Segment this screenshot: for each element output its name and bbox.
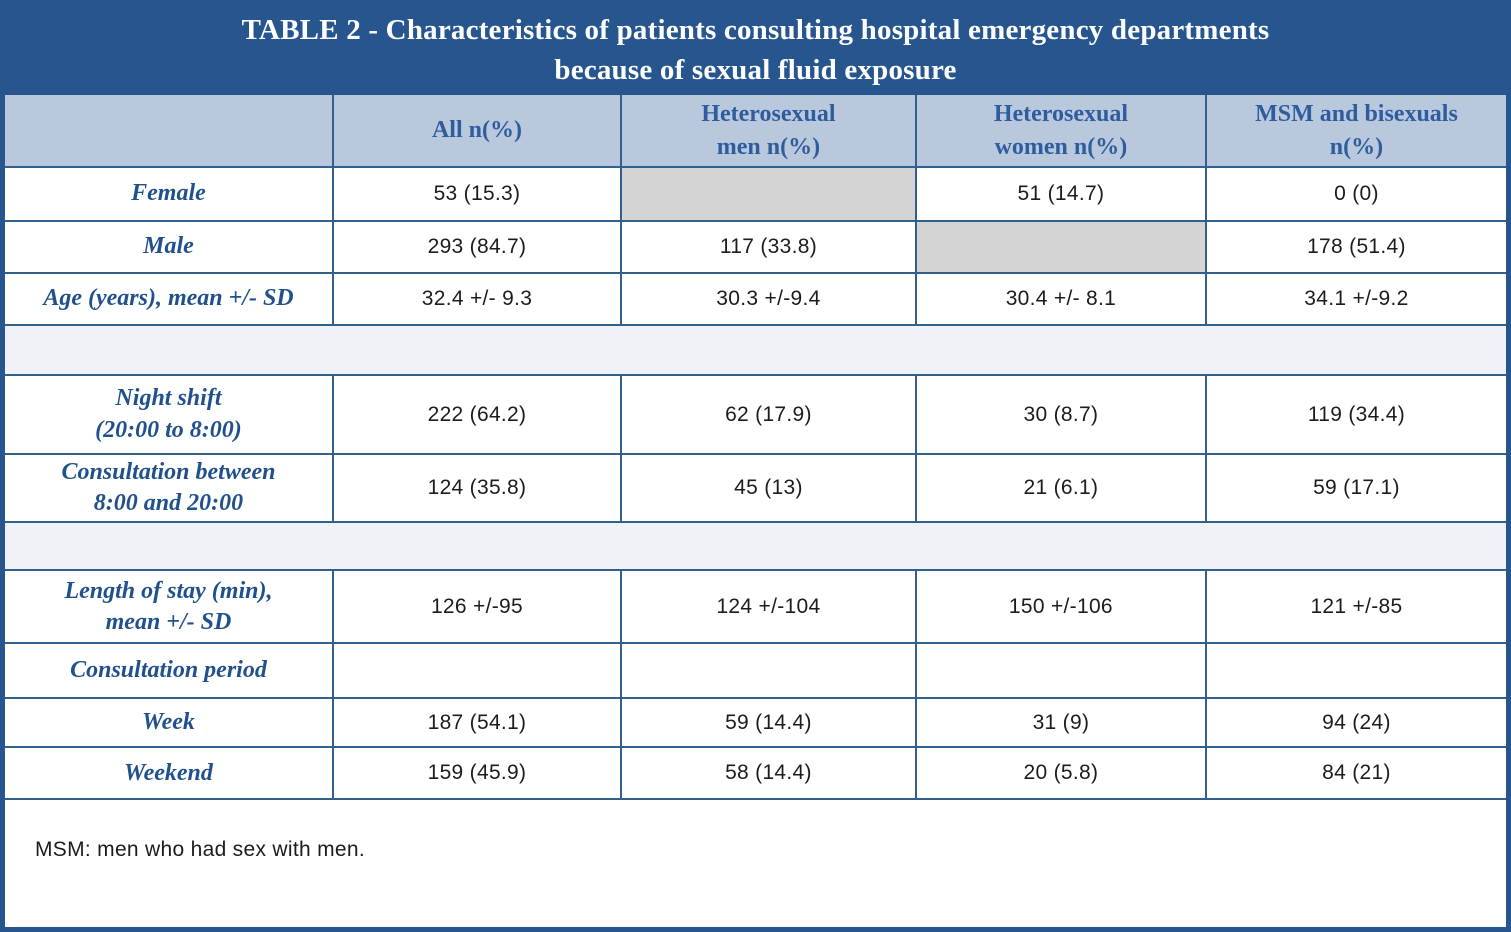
spacer-cell — [5, 324, 1506, 376]
column-header-empty — [5, 95, 334, 168]
row-label-consultation-period: Consultation period — [5, 642, 334, 700]
cell-value: 62 (17.9) — [619, 374, 917, 455]
spacer-row — [5, 324, 1506, 376]
footnote-text: MSM: men who had sex with men. — [35, 838, 365, 862]
cell-value: 30 (8.7) — [914, 374, 1207, 455]
row-label-age: Age (years), mean +/- SD — [5, 272, 334, 326]
cell-value: 187 (54.1) — [331, 697, 622, 749]
row-label-consultation-daytime: Consultation between 8:00 and 20:00 — [5, 452, 334, 524]
cell-value: 58 (14.4) — [619, 746, 917, 801]
table-row-female: Female 53 (15.3) 51 (14.7) 0 (0) — [5, 166, 1506, 222]
cell-value: 32.4 +/- 9.3 — [331, 272, 622, 326]
cell-value — [331, 642, 622, 700]
table-row-night-shift: Night shift (20:00 to 8:00) 222 (64.2) 6… — [5, 374, 1506, 455]
column-header-all: All n(%) — [331, 95, 622, 168]
table-row-age: Age (years), mean +/- SD 32.4 +/- 9.3 30… — [5, 272, 1506, 326]
cell-value: 84 (21) — [1204, 746, 1506, 801]
row-label-length-of-stay: Length of stay (min), mean +/- SD — [5, 569, 334, 645]
cell-value: 124 +/-104 — [619, 569, 917, 645]
table-row-male: Male 293 (84.7) 117 (33.8) 178 (51.4) — [5, 220, 1506, 274]
patients-characteristics-table: All n(%) Heterosexual men n(%) Heterosex… — [5, 95, 1506, 801]
cell-value: 222 (64.2) — [331, 374, 622, 455]
cell-value: 53 (15.3) — [331, 166, 622, 222]
table-row-weekend: Weekend 159 (45.9) 58 (14.4) 20 (5.8) 84… — [5, 746, 1506, 801]
row-label-night-shift: Night shift (20:00 to 8:00) — [5, 374, 334, 455]
cell-value: 119 (34.4) — [1204, 374, 1506, 455]
cell-value: 124 (35.8) — [331, 452, 622, 524]
cell-value: 51 (14.7) — [914, 166, 1207, 222]
cell-value: 30.3 +/-9.4 — [619, 272, 917, 326]
cell-value: 121 +/-85 — [1204, 569, 1506, 645]
spacer-row — [5, 521, 1506, 572]
row-label-weekend: Weekend — [5, 746, 334, 801]
cell-value: 59 (17.1) — [1204, 452, 1506, 524]
cell-value: 34.1 +/-9.2 — [1204, 272, 1506, 326]
table-title-line2: because of sexual fluid exposure — [554, 54, 957, 86]
cell-value: 31 (9) — [914, 697, 1207, 749]
cell-value: 59 (14.4) — [619, 697, 917, 749]
row-label-male: Male — [5, 220, 334, 274]
cell-value — [1204, 642, 1506, 700]
cell-value: 30.4 +/- 8.1 — [914, 272, 1207, 326]
column-header-row: All n(%) Heterosexual men n(%) Heterosex… — [5, 95, 1506, 168]
cell-value: 45 (13) — [619, 452, 917, 524]
column-header-msm-bisexuals: MSM and bisexuals n(%) — [1204, 95, 1506, 168]
column-header-heterosexual-women: Heterosexual women n(%) — [914, 95, 1207, 168]
cell-value: 126 +/-95 — [331, 569, 622, 645]
cell-not-applicable — [619, 166, 917, 222]
cell-value: 20 (5.8) — [914, 746, 1207, 801]
table-row-length-of-stay: Length of stay (min), mean +/- SD 126 +/… — [5, 569, 1506, 645]
spacer-cell — [5, 521, 1506, 572]
cell-value — [619, 642, 917, 700]
cell-value: 0 (0) — [1204, 166, 1506, 222]
table-row-week: Week 187 (54.1) 59 (14.4) 31 (9) 94 (24) — [5, 697, 1506, 749]
row-label-female: Female — [5, 166, 334, 222]
cell-not-applicable — [914, 220, 1207, 274]
cell-value: 21 (6.1) — [914, 452, 1207, 524]
table-row-consultation-daytime: Consultation between 8:00 and 20:00 124 … — [5, 452, 1506, 524]
column-header-heterosexual-men: Heterosexual men n(%) — [619, 95, 917, 168]
footnote: MSM: men who had sex with men. — [5, 800, 1506, 927]
cell-value: 117 (33.8) — [619, 220, 917, 274]
cell-value: 159 (45.9) — [331, 746, 622, 801]
cell-value: 178 (51.4) — [1204, 220, 1506, 274]
row-label-week: Week — [5, 697, 334, 749]
table-title: TABLE 2 - Characteristics of patients co… — [5, 5, 1506, 95]
cell-value: 94 (24) — [1204, 697, 1506, 749]
table-row-consultation-period: Consultation period — [5, 642, 1506, 700]
table-title-line1: TABLE 2 - Characteristics of patients co… — [241, 13, 1270, 46]
cell-value: 293 (84.7) — [331, 220, 622, 274]
cell-value — [914, 642, 1207, 700]
cell-value: 150 +/-106 — [914, 569, 1207, 645]
